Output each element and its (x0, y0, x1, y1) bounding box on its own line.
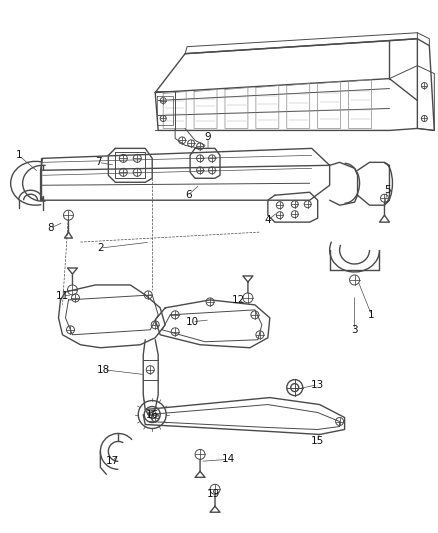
Text: 13: 13 (311, 379, 324, 390)
Text: 1: 1 (368, 310, 375, 320)
Text: 16: 16 (145, 409, 159, 419)
Text: 7: 7 (95, 157, 102, 167)
Text: 15: 15 (311, 437, 324, 447)
Text: 3: 3 (351, 325, 358, 335)
Text: 9: 9 (205, 132, 212, 142)
Text: 12: 12 (231, 295, 244, 305)
Text: 4: 4 (265, 215, 271, 225)
Text: 14: 14 (221, 455, 235, 464)
Text: 1: 1 (15, 150, 22, 160)
Text: 2: 2 (97, 243, 104, 253)
Text: 18: 18 (97, 365, 110, 375)
Text: 11: 11 (56, 291, 69, 301)
Text: 5: 5 (384, 185, 391, 195)
Text: 6: 6 (185, 190, 191, 200)
Text: 17: 17 (106, 456, 119, 466)
Text: 19: 19 (206, 489, 219, 499)
Text: 8: 8 (47, 223, 54, 233)
Text: 10: 10 (186, 317, 199, 327)
